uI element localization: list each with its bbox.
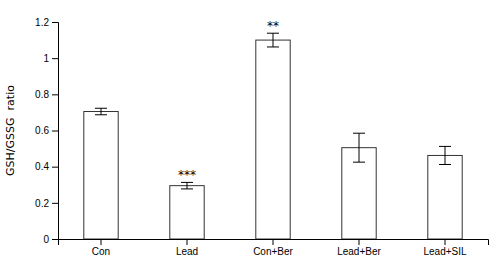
y-tick: 0.6 bbox=[35, 125, 58, 136]
y-tick-mark bbox=[52, 239, 58, 240]
plot: 0 0.2 0.4 0.6 0.8 1 1.2 Con Lead Con+Ber Lead+Ber L… bbox=[35, 17, 488, 257]
error-bar-cap bbox=[95, 114, 107, 115]
y-tick-mark bbox=[52, 94, 58, 95]
error-bar bbox=[95, 108, 107, 115]
error-bar bbox=[181, 182, 193, 189]
y-tick-label: 1 bbox=[43, 53, 49, 64]
x-tick-mark bbox=[187, 239, 188, 245]
y-tick: 0.2 bbox=[35, 198, 58, 209]
error-bar-cap bbox=[95, 108, 107, 109]
error-bar bbox=[267, 33, 279, 47]
y-tick-mark bbox=[52, 131, 58, 132]
annotations: ***** bbox=[178, 19, 279, 182]
error-bar-line bbox=[359, 133, 360, 162]
significance-label: ** bbox=[267, 19, 279, 33]
error-bar-cap bbox=[439, 164, 451, 165]
x-tick-label: Lead+Ber bbox=[337, 246, 381, 257]
y-tick-label: 0.2 bbox=[35, 198, 49, 209]
error-bar-line bbox=[273, 33, 274, 47]
significance-label: *** bbox=[178, 168, 196, 182]
y-tick: 1 bbox=[43, 53, 58, 64]
x-tick-label: Lead+SIL bbox=[423, 246, 467, 257]
x-tick-mark bbox=[273, 239, 274, 245]
bar bbox=[428, 155, 462, 239]
y-tick-mark bbox=[52, 167, 58, 168]
bar bbox=[170, 186, 204, 239]
chart: 0 0.2 0.4 0.6 0.8 1 1.2 Con Lead Con+Ber Lead+Ber L… bbox=[0, 0, 500, 269]
error-bar bbox=[439, 146, 451, 164]
y-tick-mark bbox=[52, 58, 58, 59]
x-tick-mark bbox=[359, 239, 360, 245]
bar bbox=[256, 40, 290, 239]
y-tick-label: 0.6 bbox=[35, 125, 49, 136]
y-tick: 0.4 bbox=[35, 161, 58, 172]
y-tick: 1.2 bbox=[35, 17, 58, 28]
x-tick: Con+Ber bbox=[253, 239, 293, 257]
chart-container: 0 0.2 0.4 0.6 0.8 1 1.2 Con Lead Con+Ber Lead+Ber L… bbox=[0, 0, 500, 269]
x-tick-label: Con+Ber bbox=[253, 246, 293, 257]
y-axis-title: GSH/GSSG ratio bbox=[4, 85, 17, 176]
error-bar-cap bbox=[181, 188, 193, 189]
error-bar-cap bbox=[353, 133, 365, 134]
y-tick: 0 bbox=[43, 234, 58, 245]
y-tick-mark bbox=[52, 22, 58, 23]
error-bar bbox=[353, 133, 365, 162]
error-bar-line bbox=[101, 108, 102, 115]
y-tick-label: 0 bbox=[43, 234, 49, 245]
x-axis: Con Lead Con+Ber Lead+Ber Lead+SIL bbox=[59, 239, 489, 257]
x-tick: Con bbox=[92, 239, 110, 257]
error-bar-line bbox=[445, 146, 446, 164]
x-tick-label: Con bbox=[92, 246, 110, 257]
x-tick-label: Lead bbox=[176, 246, 198, 257]
error-bar-cap bbox=[267, 46, 279, 47]
bar bbox=[84, 112, 118, 239]
x-tick-mark bbox=[101, 239, 102, 245]
y-tick-label: 1.2 bbox=[35, 17, 49, 28]
x-tick: Lead bbox=[176, 239, 198, 257]
y-axis-line bbox=[52, 23, 59, 240]
y-tick-label: 0.4 bbox=[35, 161, 49, 172]
x-tick: Lead+SIL bbox=[423, 239, 467, 257]
error-bar-cap bbox=[353, 162, 365, 163]
error-bar-line bbox=[187, 182, 188, 189]
x-axis-line bbox=[59, 240, 489, 246]
x-tick-mark bbox=[445, 239, 446, 245]
x-tick: Lead+Ber bbox=[337, 239, 381, 257]
bars bbox=[84, 33, 462, 239]
y-tick-mark bbox=[52, 203, 58, 204]
y-tick: 0.8 bbox=[35, 89, 58, 100]
y-tick-label: 0.8 bbox=[35, 89, 49, 100]
error-bar-cap bbox=[439, 146, 451, 147]
y-axis: 0 0.2 0.4 0.6 0.8 1 1.2 bbox=[35, 17, 58, 245]
